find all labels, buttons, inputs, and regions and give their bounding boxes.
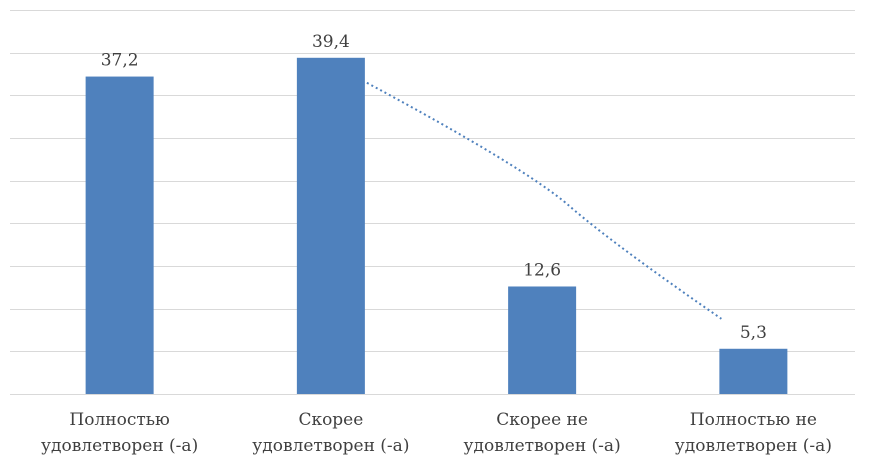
- category-label: Полностью не удовлетворен (-а): [675, 410, 832, 456]
- bar: [296, 57, 365, 394]
- category-label-line: удовлетворен (-а): [675, 436, 832, 456]
- bar: [508, 286, 577, 394]
- bar: [85, 76, 154, 394]
- category-label: Скорее не удовлетворен (-а): [464, 410, 621, 456]
- bar: [719, 348, 788, 394]
- category-label-line: удовлетворен (-а): [252, 436, 409, 456]
- category-label-line: Полностью: [69, 410, 170, 430]
- category-label-line: Скорее не: [496, 410, 588, 430]
- category-label-line: Скорее: [298, 410, 363, 430]
- data-label: 37,2: [101, 51, 139, 71]
- data-label: 12,6: [523, 260, 561, 280]
- data-label: 5,3: [740, 323, 767, 343]
- data-label: 39,4: [312, 32, 350, 52]
- category-label-line: Полностью не: [690, 410, 817, 430]
- data-labels: 37,2 39,4 12,6 5,3: [101, 32, 767, 343]
- trendline: [366, 81, 722, 320]
- category-labels: Полностью удовлетворен (-а) Скорее удовлетв…: [41, 410, 832, 456]
- category-label: Скорее удовлетворен (-а): [252, 410, 409, 456]
- category-label-line: удовлетворен (-а): [41, 436, 198, 456]
- category-label: Полностью удовлетворен (-а): [41, 410, 198, 456]
- category-label-line: удовлетворен (-а): [464, 436, 621, 456]
- bars: [85, 57, 788, 394]
